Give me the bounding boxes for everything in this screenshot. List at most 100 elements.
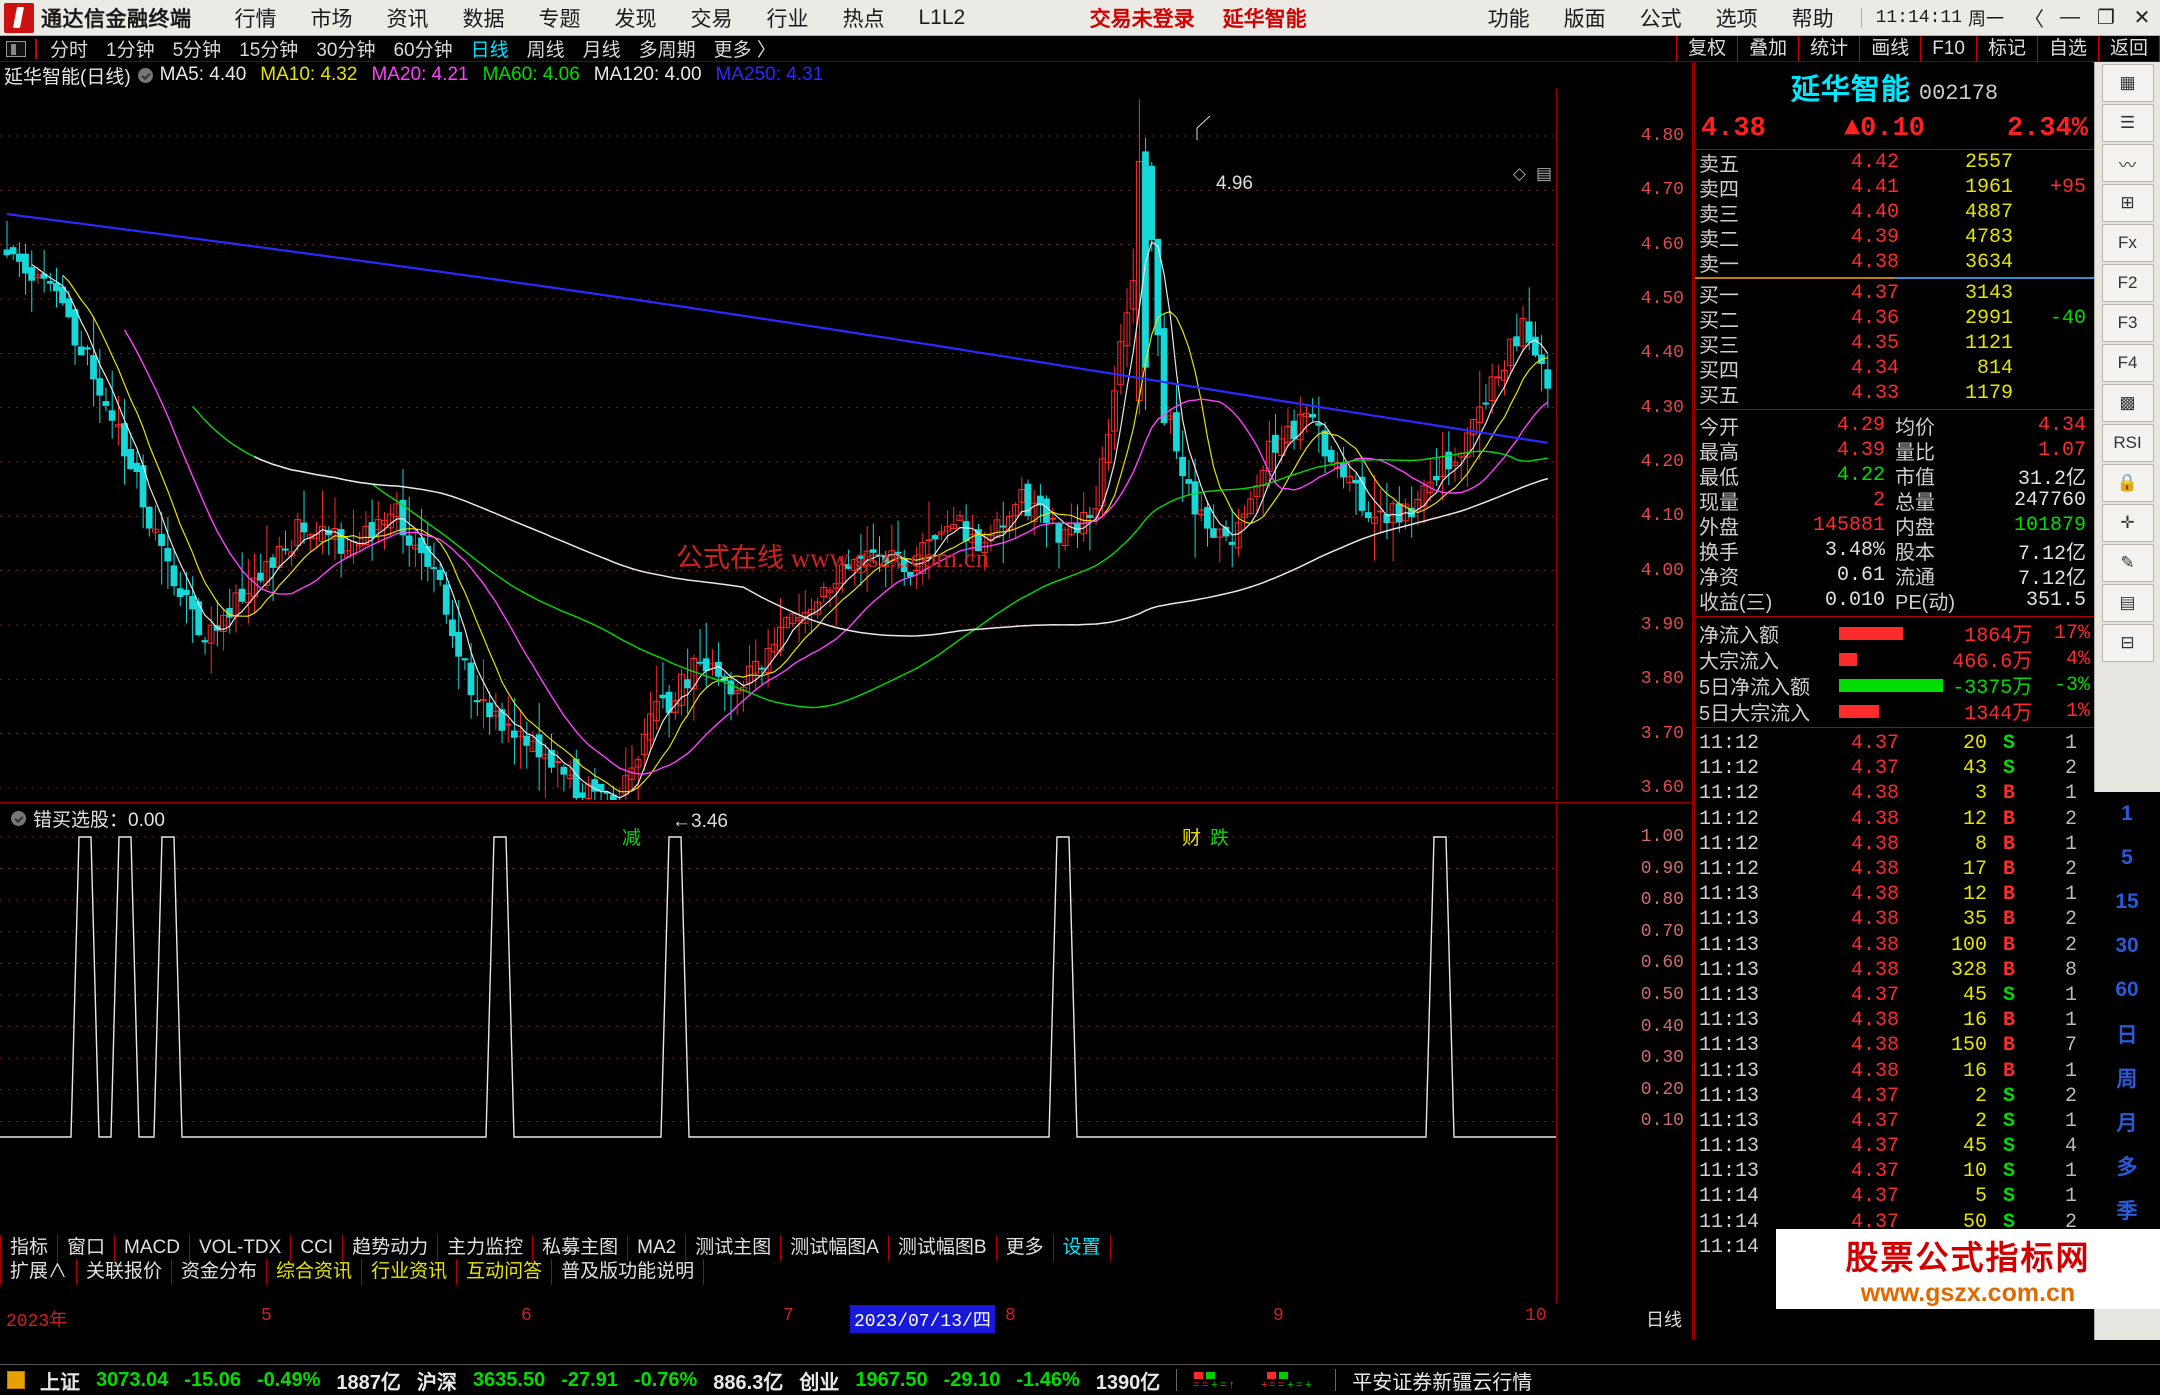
extension-button[interactable]: 资金分布 [172, 1259, 268, 1285]
rail-period-15[interactable]: 15 [2115, 890, 2139, 913]
ask-row[interactable]: 卖四 4.41 1961 +95 [1699, 176, 2086, 201]
stack-icon[interactable]: ▤ [2101, 584, 2154, 622]
pen-icon[interactable]: ✎ [2101, 544, 2154, 582]
cross-icon[interactable]: ✛ [2101, 504, 2154, 542]
tick-row[interactable]: 11:13 4.38 35 B 2 [1699, 908, 2077, 932]
maximize-icon[interactable]: ❐ [2097, 7, 2115, 29]
f4-icon[interactable]: F4 [2101, 344, 2154, 382]
tool-fuquan[interactable]: 复权 [1676, 36, 1737, 62]
menu-item-shichang[interactable]: 市场 [310, 7, 353, 31]
rsi-icon[interactable]: RSI [2101, 424, 2154, 462]
menu-item-hangqing[interactable]: 行情 [234, 7, 277, 31]
menu-item-shuju[interactable]: 数据 [462, 7, 505, 31]
period-5min[interactable]: 5分钟 [172, 40, 222, 61]
extension-button[interactable]: 综合资讯 [267, 1259, 363, 1285]
menu-item-gongshi[interactable]: 公式 [1639, 7, 1682, 31]
rail-period-60[interactable]: 60 [2115, 978, 2139, 1001]
bid-row[interactable]: 买三 4.35 1121 [1699, 332, 2013, 357]
tick-row[interactable]: 11:12 4.37 43 S 2 [1699, 757, 2077, 781]
menu-item-jiaoyi[interactable]: 交易 [690, 7, 733, 31]
period-monthly[interactable]: 月线 [582, 40, 621, 61]
list-icon[interactable]: ☰ [2101, 104, 2154, 142]
ask-row[interactable]: 卖一 4.38 3634 [1699, 251, 2013, 276]
panel-icon[interactable]: ▤ [1535, 164, 1552, 183]
menu-item-gongneng[interactable]: 功能 [1487, 7, 1530, 31]
tool-diejia[interactable]: 叠加 [1737, 36, 1798, 62]
bid-list[interactable]: 买一 4.37 3143 买二 4.36 2991 -40 买三 4.35 1121 买四 4.34 8… [1695, 281, 2094, 407]
fx-icon[interactable]: Fx [2101, 224, 2154, 262]
menu-item-bangzhu[interactable]: 帮助 [1791, 7, 1834, 31]
calc-icon[interactable]: ⊟ [2101, 624, 2154, 662]
indicator-button[interactable]: 更多 [997, 1235, 1054, 1261]
tick-row[interactable]: 11:13 4.37 2 S 2 [1699, 1084, 2077, 1108]
period-60min[interactable]: 60分钟 [393, 40, 453, 61]
tick-row[interactable]: 11:13 4.38 16 B 1 [1699, 1059, 2077, 1083]
tool-huaxian[interactable]: 画线 [1859, 36, 1920, 62]
settings-button[interactable]: 设置 [1054, 1235, 1111, 1261]
menu-item-redian[interactable]: 热点 [842, 7, 885, 31]
period-daily[interactable]: 日线 [470, 40, 509, 61]
rail-period-多[interactable]: 多 [2116, 1156, 2138, 1179]
period-multi[interactable]: 多周期 [638, 40, 696, 61]
extension-button[interactable]: 扩展∧ [0, 1259, 78, 1285]
indicator-button[interactable]: CCI [291, 1235, 344, 1261]
sub-plot-area[interactable] [0, 803, 1556, 1304]
ask-row[interactable]: 卖二 4.39 4783 [1699, 226, 2013, 251]
period-15min[interactable]: 15分钟 [239, 40, 299, 61]
tick-row[interactable]: 11:12 4.38 3 B 1 [1699, 782, 2077, 806]
tick-row[interactable]: 11:13 4.37 2 S 1 [1699, 1109, 2077, 1133]
price-plot-area[interactable] [0, 88, 1556, 800]
indicator-button[interactable]: 测试主图 [686, 1235, 782, 1261]
lock-icon[interactable]: 🔒 [2101, 464, 2154, 502]
rail-period-1[interactable]: 1 [2121, 802, 2133, 825]
tick-row[interactable]: 11:13 4.38 12 B 1 [1699, 883, 2077, 907]
wave-icon[interactable]: 〰 [2101, 144, 2154, 182]
back-icon[interactable]: 〈 [2024, 9, 2044, 31]
period-weekly[interactable]: 周线 [526, 40, 565, 61]
tick-row[interactable]: 11:13 4.38 16 B 1 [1699, 1009, 2077, 1033]
indicator-button[interactable]: VOL-TDX [190, 1235, 292, 1261]
rail-period-日[interactable]: 日 [2116, 1024, 2138, 1047]
menu-item-l1l2[interactable]: L1L2 [918, 5, 966, 29]
tick-row[interactable]: 11:12 4.37 20 S 1 [1699, 732, 2077, 756]
menu-item-zhuanti[interactable]: 专题 [538, 7, 581, 31]
indicator-button[interactable]: 测试幅图A [781, 1235, 889, 1261]
ask-row[interactable]: 卖五 4.42 2557 [1699, 151, 2013, 176]
tool-f10[interactable]: F10 [1920, 36, 1976, 62]
indicator-button[interactable]: 测试幅图B [889, 1235, 997, 1261]
layout-icon[interactable] [6, 40, 26, 57]
tick-row[interactable]: 11:12 4.38 17 B 2 [1699, 858, 2077, 882]
grid-icon[interactable]: ⊞ [2101, 184, 2154, 222]
extension-button[interactable]: 行业资讯 [362, 1259, 458, 1285]
tool-fanhui[interactable]: 返回 [2097, 36, 2160, 62]
tick-row[interactable]: 11:12 4.38 8 B 1 [1699, 832, 2077, 856]
extension-button[interactable]: 互动问答 [457, 1259, 553, 1285]
menu-item-banmian[interactable]: 版面 [1563, 7, 1606, 31]
bid-row[interactable]: 买二 4.36 2991 -40 [1699, 307, 2086, 332]
tick-row[interactable]: 11:13 4.38 150 B 7 [1699, 1034, 2077, 1058]
trade-login-status[interactable]: 交易未登录 [1089, 7, 1195, 31]
period-more[interactable]: 更多 〉 [713, 40, 776, 61]
indicator-button[interactable]: 窗口 [58, 1235, 116, 1261]
extension-button[interactable]: 普及版功能说明 [552, 1259, 705, 1285]
period-30min[interactable]: 30分钟 [316, 40, 376, 61]
indicator-button[interactable]: 私募主图 [533, 1235, 629, 1261]
indicator-button[interactable]: MACD [115, 1235, 190, 1261]
rail-period-5[interactable]: 5 [2121, 846, 2133, 869]
chart-icon[interactable]: ▦ [2101, 64, 2154, 102]
bid-row[interactable]: 买四 4.34 814 [1699, 357, 2013, 382]
menu-item-hangye[interactable]: 行业 [766, 7, 809, 31]
chevron-down-icon[interactable] [137, 67, 153, 83]
menu-item-xuanxiang[interactable]: 选项 [1715, 7, 1758, 31]
tick-row[interactable]: 11:12 4.38 12 B 2 [1699, 807, 2077, 831]
sub-indicator-pane[interactable]: 错买选股：0.00 1.00 0.90 0.80 0.70 0.60 0.50 0.40 0.… [0, 802, 1692, 1304]
indicator-button[interactable]: 指标 [0, 1235, 59, 1261]
rail-period-月[interactable]: 月 [2116, 1112, 2138, 1135]
menu-item-faxian[interactable]: 发现 [614, 7, 657, 31]
menu-item-zixun[interactable]: 资讯 [386, 7, 429, 31]
indicator-button[interactable]: 主力监控 [438, 1235, 534, 1261]
period-shortcut-rail[interactable]: 15153060日周月多季年 [2094, 792, 2160, 1267]
rail-period-周[interactable]: 周 [2116, 1068, 2138, 1091]
tick-trade-list[interactable]: 11:12 4.37 20 S 1 11:12 4.37 43 S 2 11:12 4.38 3 B 1 11… [1695, 731, 2094, 1260]
tool-tongji[interactable]: 统计 [1798, 36, 1859, 62]
